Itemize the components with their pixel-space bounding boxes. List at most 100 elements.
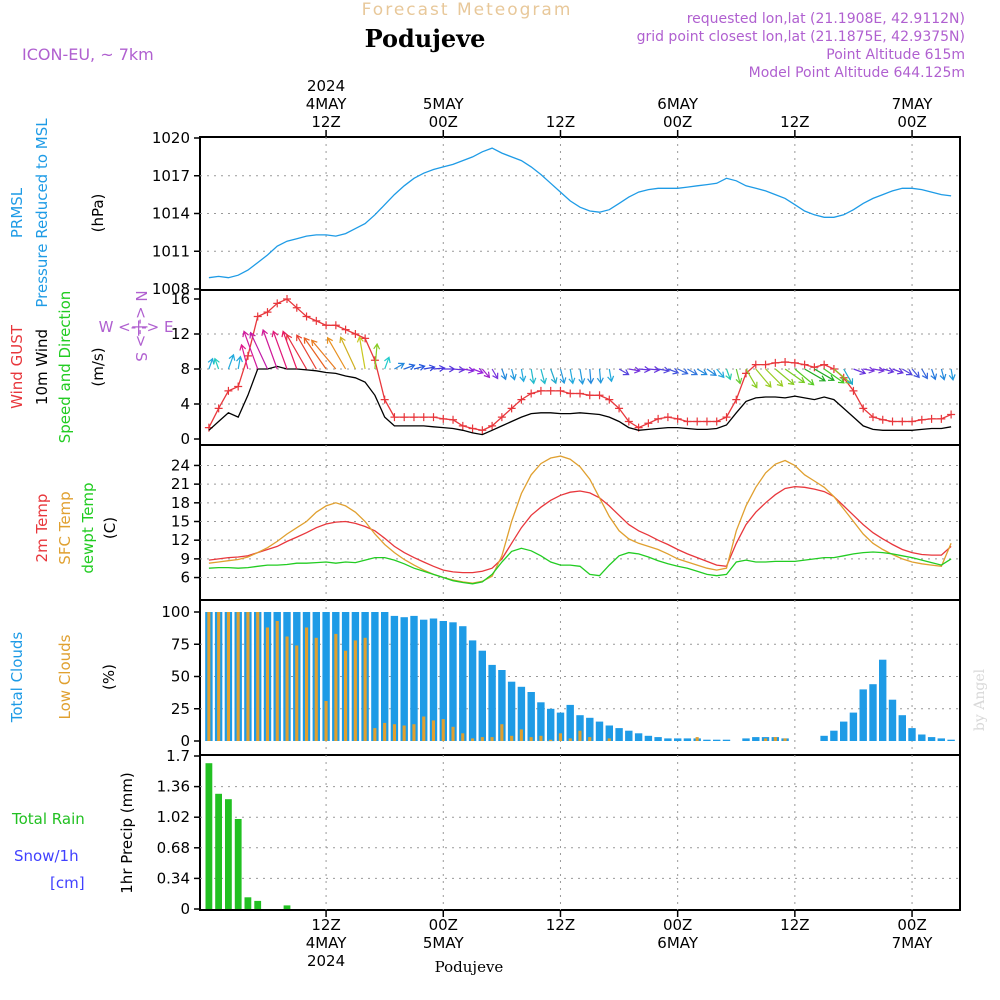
gust-marker — [449, 415, 458, 424]
cloud-low-bar — [305, 627, 309, 741]
wind-arrow — [687, 368, 699, 376]
gust-marker — [253, 312, 262, 321]
wind-arrow — [281, 330, 298, 370]
cloud-low-bar — [324, 701, 328, 741]
wind-arrow — [648, 366, 661, 374]
cloud-total-bar — [625, 730, 633, 741]
panel-pressure: 1008 1011 1014 1017 1020 — [152, 129, 961, 298]
gust-marker — [732, 395, 741, 404]
cloud-low-bar — [256, 612, 260, 741]
y-tick-label: 25 — [171, 700, 190, 718]
wind-arrow — [939, 368, 947, 381]
gust-marker — [878, 415, 887, 424]
gust-marker — [224, 386, 233, 395]
wind-arrow — [540, 368, 547, 385]
wind-arrow — [638, 366, 651, 374]
wind-arrow — [872, 366, 885, 374]
wind-label-speed-dir: Speed and Direction — [56, 291, 74, 444]
cloud-low-bar — [412, 724, 416, 741]
y-tick-label: 1017 — [152, 167, 190, 185]
top-time-label: 12Z — [546, 113, 575, 131]
cloud-total-bar — [644, 735, 653, 741]
panel-frame — [199, 754, 961, 911]
cloud-total-bar — [420, 619, 428, 741]
gust-marker — [654, 414, 663, 423]
gust-marker — [234, 382, 243, 391]
gust-marker — [536, 386, 545, 395]
top-time-label: 12Z — [311, 113, 340, 131]
wind-arrow — [236, 355, 243, 370]
cloud-low-bar — [373, 728, 377, 741]
cloud-total-bar — [429, 618, 438, 741]
wind-arrow — [462, 366, 475, 374]
wind-arrow — [242, 330, 259, 370]
clouds-label-total: Total Clouds — [8, 632, 26, 724]
cloud-total-bar — [683, 738, 692, 741]
temp-label-sfc: SFC Temp — [56, 491, 74, 564]
wind-arrow — [239, 343, 249, 370]
gust-marker — [615, 404, 624, 413]
gust-marker — [859, 404, 868, 413]
cloud-total-bar — [595, 721, 604, 741]
y-tick-label: 0 — [180, 732, 190, 750]
cloud-total-bar — [840, 721, 848, 741]
temp-label-dewpt: dewpt Temp — [79, 482, 97, 573]
cloud-total-bar — [498, 670, 506, 741]
cloud-low-bar — [764, 738, 768, 741]
wind-arrow — [804, 368, 827, 382]
cloud-low-bar — [451, 726, 455, 741]
cloud-low-bar — [383, 722, 387, 741]
temp-units: (C) — [101, 517, 119, 539]
cloud-total-bar — [908, 728, 916, 741]
wind-arrow — [911, 368, 920, 379]
cloud-total-bar — [869, 684, 877, 741]
wind-arrow — [403, 363, 416, 371]
cloud-total-bar — [918, 734, 926, 741]
cloud-total-bar — [615, 728, 623, 741]
cloud-total-bar — [898, 715, 906, 741]
wind-arrow — [657, 366, 671, 374]
gust-marker — [781, 358, 790, 366]
gust-marker — [947, 410, 956, 419]
gust-marker — [390, 413, 399, 422]
wind-arrow — [339, 336, 356, 370]
gust-marker — [429, 413, 438, 422]
wind-arrow — [587, 368, 595, 385]
cloud-total-bar — [849, 712, 858, 741]
top-time-label: 00Z — [429, 113, 458, 131]
cloud-total-bar — [537, 702, 545, 741]
gust-marker — [751, 360, 760, 369]
requested-coords: requested lon,lat (21.1908E, 42.9112N) — [687, 11, 965, 27]
cloud-low-bar — [558, 733, 562, 741]
y-tick-label: 1014 — [152, 205, 190, 223]
gust-marker — [810, 363, 819, 372]
y-tick-label: 1011 — [152, 242, 190, 260]
wind-arrow — [596, 368, 604, 385]
gust-marker — [937, 414, 946, 423]
y-tick-label: 1.36 — [157, 778, 190, 796]
wind-arrow — [901, 368, 913, 376]
cloud-low-bar — [431, 720, 435, 741]
y-tick-label: 0 — [180, 430, 190, 448]
pressure-label-desc: Pressure Reduced to MSL — [33, 118, 51, 308]
top-time-label: 00Z — [663, 113, 692, 131]
cloud-low-bar — [607, 738, 611, 741]
cloud-low-bar — [334, 633, 338, 741]
wind-arrow — [578, 368, 586, 385]
wind-units: (m/s) — [89, 347, 107, 386]
bottom-time-label: 00Z — [897, 916, 926, 934]
wind-arrow — [882, 367, 895, 375]
cloud-total-bar — [517, 686, 526, 741]
gust-marker — [273, 299, 282, 308]
gust-marker — [380, 395, 389, 404]
gust-marker — [341, 325, 350, 334]
wind-arrow — [261, 328, 278, 370]
wind-arrow — [706, 368, 717, 376]
wind-arrow — [286, 333, 308, 370]
wind-arrow — [948, 368, 956, 381]
y-tick-label: 15 — [171, 513, 190, 531]
cloud-low-bar — [441, 719, 445, 741]
cloud-low-bar — [461, 733, 465, 741]
cloud-total-bar — [439, 621, 447, 741]
cloud-total-bar — [703, 739, 711, 741]
